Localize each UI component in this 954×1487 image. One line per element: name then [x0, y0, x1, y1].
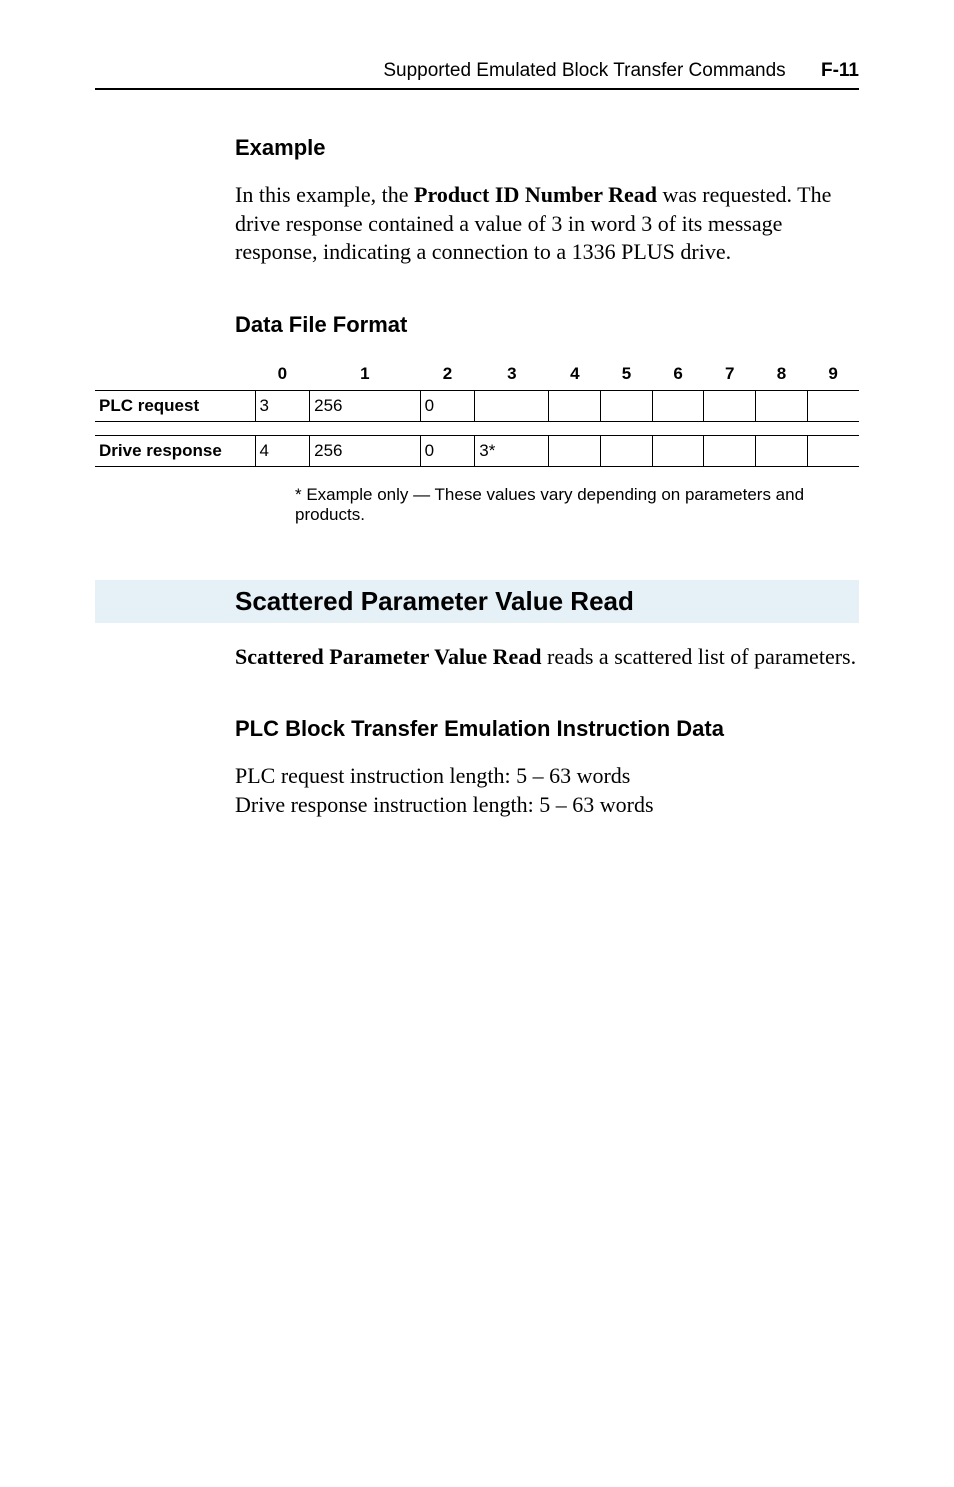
plc-line2: Drive response instruction length: 5 – 6…	[235, 792, 654, 817]
col-header: 1	[310, 358, 421, 391]
table-cell	[807, 390, 859, 421]
col-header: 0	[255, 358, 310, 391]
plc-block-body: PLC request instruction length: 5 – 63 w…	[235, 762, 859, 819]
table-cell	[601, 390, 653, 421]
col-header: 6	[652, 358, 704, 391]
page-number: F-11	[821, 60, 859, 81]
col-header: 9	[807, 358, 859, 391]
col-header: 7	[704, 358, 756, 391]
table-cell	[652, 390, 704, 421]
table-cell	[549, 390, 601, 421]
scattered-body: Scattered Parameter Value Read reads a s…	[235, 643, 859, 672]
table-cell: 3*	[475, 435, 549, 466]
example-bold-phrase: Product ID Number Read	[414, 182, 657, 207]
table-row: PLC request 3 256 0	[95, 390, 859, 421]
table-footnote: * Example only — These values vary depen…	[295, 485, 859, 525]
table-cell: 3	[255, 390, 310, 421]
table-cell: 256	[310, 435, 421, 466]
table-cell	[704, 390, 756, 421]
table-cell	[807, 435, 859, 466]
table-header-row: 0 1 2 3 4 5 6 7 8 9	[95, 358, 859, 391]
col-header: 5	[601, 358, 653, 391]
plc-line1: PLC request instruction length: 5 – 63 w…	[235, 763, 630, 788]
table-spacer	[95, 421, 859, 435]
table-cell	[549, 435, 601, 466]
page-header: Supported Emulated Block Transfer Comman…	[95, 60, 859, 90]
table-cell	[704, 435, 756, 466]
data-file-format-heading: Data File Format	[235, 312, 859, 338]
data-file-format-table: 0 1 2 3 4 5 6 7 8 9 PLC request 3 256 0 …	[95, 358, 859, 467]
table-cell: 0	[420, 390, 475, 421]
table-cell	[756, 390, 808, 421]
plc-block-heading: PLC Block Transfer Emulation Instruction…	[235, 716, 859, 742]
table-cell	[756, 435, 808, 466]
table-cell	[652, 435, 704, 466]
col-header: 8	[756, 358, 808, 391]
table-cell: 0	[420, 435, 475, 466]
table-cell	[601, 435, 653, 466]
example-heading: Example	[235, 135, 859, 161]
scattered-heading: Scattered Parameter Value Read	[95, 580, 859, 623]
scattered-rest: reads a scattered list of parameters.	[542, 644, 857, 669]
col-header: 2	[420, 358, 475, 391]
header-title: Supported Emulated Block Transfer Comman…	[383, 60, 785, 81]
row-label: Drive response	[95, 435, 255, 466]
example-body: In this example, the Product ID Number R…	[235, 181, 859, 267]
table-cell	[475, 390, 549, 421]
row-label: PLC request	[95, 390, 255, 421]
table-row: Drive response 4 256 0 3*	[95, 435, 859, 466]
col-header: 3	[475, 358, 549, 391]
table-cell: 4	[255, 435, 310, 466]
col-header: 4	[549, 358, 601, 391]
table-cell: 256	[310, 390, 421, 421]
scattered-bold: Scattered Parameter Value Read	[235, 644, 542, 669]
